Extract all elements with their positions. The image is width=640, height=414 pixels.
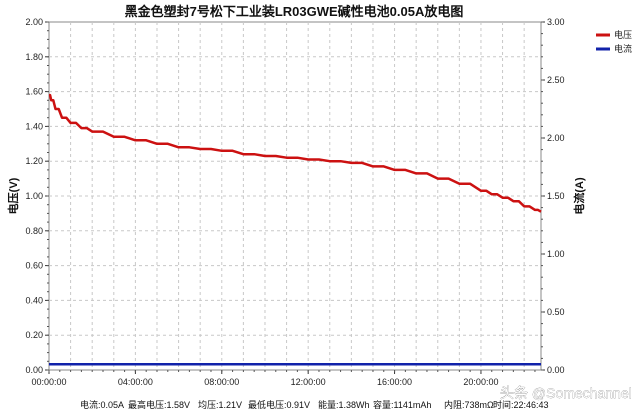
series-line-voltage	[48, 93, 542, 213]
y-axis-right-label: 电流(A)	[572, 177, 586, 215]
y-right-tick-label: 2.00	[547, 133, 565, 143]
y-right-tick-label: 2.50	[547, 75, 565, 85]
x-tick-label: 20:00:00	[463, 377, 498, 387]
x-tick-label: 12:00:00	[291, 377, 326, 387]
legend-label-current: 电流	[614, 43, 632, 54]
x-tick-label: 04:00:00	[118, 377, 153, 387]
plot-area	[48, 21, 542, 371]
y-left-tick-label: 0.00	[25, 365, 43, 375]
y-left-tick-label: 1.60	[25, 87, 43, 97]
footer-min-voltage: 最低电压:0.91V	[248, 399, 310, 410]
y-left-tick-label: 2.00	[25, 17, 43, 27]
footer-resistance: 内阻:738mΩ	[444, 399, 494, 410]
y-left-tick-label: 0.60	[25, 261, 43, 271]
left-axis-ticks: 0.00 0.20 0.40 0.60 0.80 1.00 1.20 1.40 1.60 1.80…	[25, 17, 49, 375]
y-right-tick-label: 0.50	[547, 307, 565, 317]
x-tick-label: 16:00:00	[377, 377, 412, 387]
y-left-tick-label: 1.00	[25, 191, 43, 201]
legend-label-voltage: 电压	[614, 29, 632, 40]
footer-avg-voltage: 均压:1.21V	[198, 399, 242, 410]
watermark: 头条 @Somechannel	[500, 385, 632, 401]
y-left-tick-label: 1.20	[25, 156, 43, 166]
series-layer	[48, 93, 542, 366]
x-tick-label: 08:00:00	[204, 377, 239, 387]
chart-title: 黑金色塑封7号松下工业装LR03GWE碱性电池0.05A放电图	[125, 4, 464, 19]
gridlines	[49, 22, 541, 370]
y-axis-left-label: 电压(V)	[6, 177, 20, 214]
y-left-tick-label: 0.40	[25, 295, 43, 305]
footer-capacity: 容量:1141mAh	[373, 399, 431, 410]
y-left-tick-label: 0.80	[25, 226, 43, 236]
y-right-tick-label: 3.00	[547, 17, 565, 27]
y-right-tick-label: 1.50	[547, 191, 565, 201]
y-left-tick-label: 1.40	[25, 121, 43, 131]
footer-current: 电流:0.05A	[80, 399, 124, 410]
x-axis-ticks: 00:00:00 04:00:00 08:00:00 12:00:00 16:00:00…	[31, 370, 536, 387]
footer-energy: 能量:1.38Wh	[318, 399, 370, 410]
x-tick-label: 00:00:00	[31, 377, 66, 387]
footer-duration: 时间:22:46:43	[493, 399, 549, 410]
y-right-tick-label: 1.00	[547, 249, 565, 259]
y-right-tick-label: 0.00	[547, 365, 565, 375]
legend: 电压 电流	[596, 29, 632, 54]
footer-max-voltage: 最高电压:1.58V	[128, 399, 190, 410]
y-left-tick-label: 0.20	[25, 330, 43, 340]
footer-stats: 电流:0.05A 最高电压:1.58V 均压:1.21V 最低电压:0.91V …	[80, 399, 549, 410]
y-left-tick-label: 1.80	[25, 52, 43, 62]
right-axis-ticks: 0.00 0.50 1.00 1.50 2.00 2.50 3.00	[541, 17, 565, 375]
